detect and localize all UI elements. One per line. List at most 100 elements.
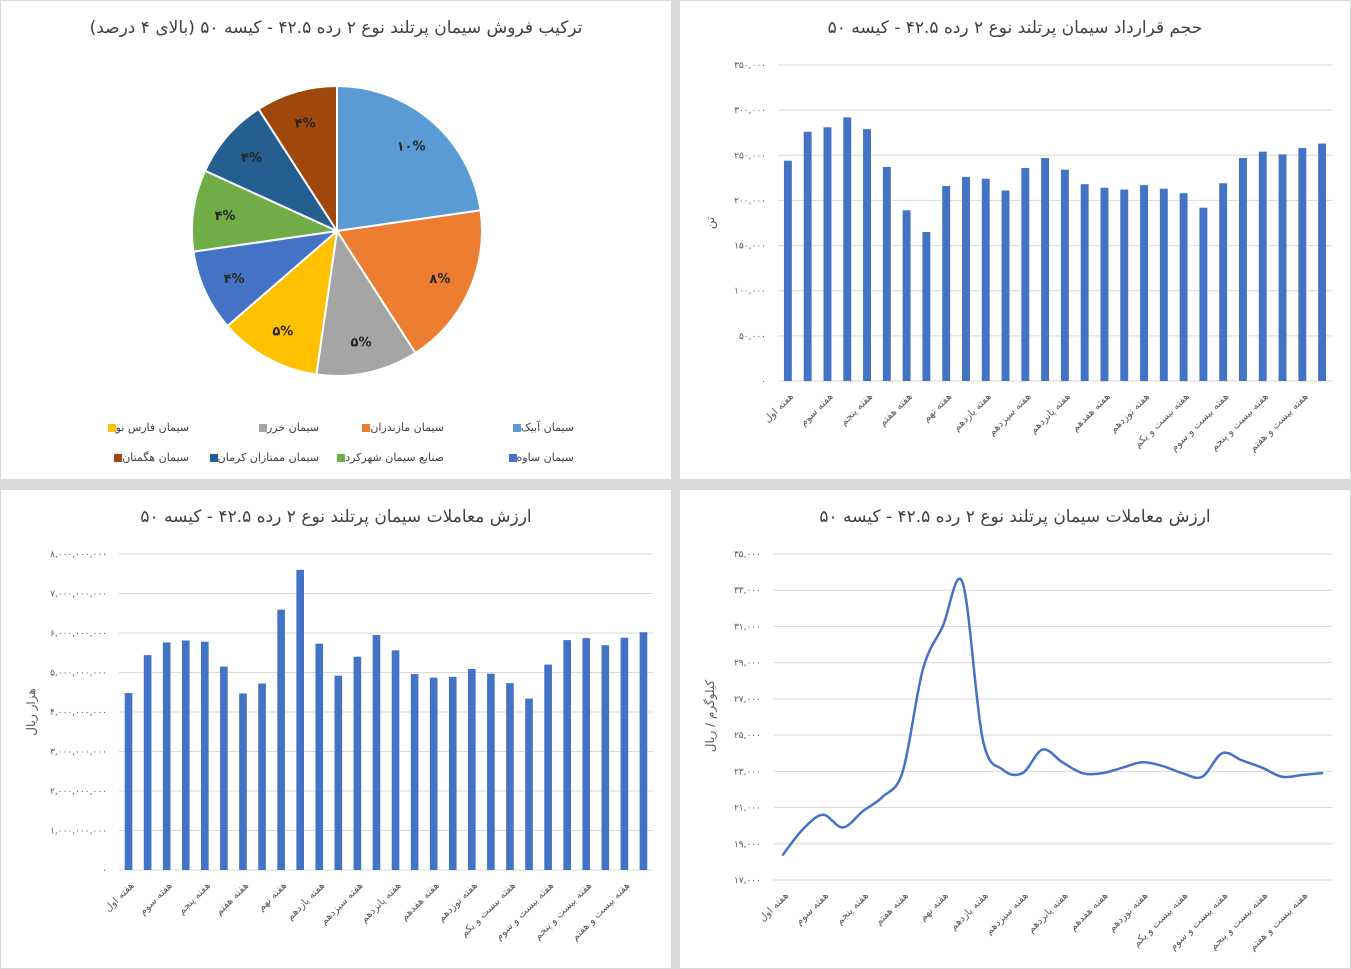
- bar: [843, 117, 852, 381]
- bar: [334, 675, 343, 870]
- bar: [468, 668, 476, 870]
- y-tick-label: ۴,۰۰۰,۰۰۰,۰۰۰: [50, 708, 107, 718]
- legend-label: سیمان فارس نو: [115, 421, 189, 434]
- bar: [1159, 188, 1168, 381]
- bar: [315, 643, 324, 870]
- x-tick-label: هفته اول: [757, 890, 791, 924]
- pie-data-label: ۸%: [429, 272, 450, 287]
- y-tick-label: ۱۷,۰۰۰: [734, 876, 761, 886]
- bar: [1100, 187, 1109, 381]
- pie-slice: [226, 228, 339, 376]
- bar: [410, 674, 419, 870]
- y-tick-label: ۱۰۰,۰۰۰: [734, 287, 766, 297]
- y-tick-label: ۵۰,۰۰۰: [739, 332, 766, 342]
- y-tick-label: ۳۳,۰۰۰: [734, 586, 761, 596]
- bar: [1318, 143, 1327, 381]
- bar: [162, 642, 171, 870]
- x-tick-label: هفته پنجم: [839, 391, 876, 428]
- pie-slice: [315, 228, 417, 377]
- y-tick-label: ۱۵۰,۰۰۰: [734, 242, 766, 252]
- pie-data-label: ۴%: [241, 151, 262, 166]
- y-tick-label: ۱,۰۰۰,۰۰۰,۰۰۰: [50, 827, 107, 837]
- pie-chart-panel: ترکیب فروش سیمان پرتلند نوع ۲ رده ۴۲.۵ -…: [0, 0, 672, 480]
- y-tick-label: ۰: [761, 377, 766, 387]
- x-tick-label: هفته پنجم: [176, 880, 213, 917]
- pie-data-label: ۱۰%: [397, 140, 426, 155]
- pie-data-label: ۵%: [351, 336, 372, 351]
- legend-label: صنایع سیمان شهرکرد: [345, 451, 444, 464]
- bar: [823, 127, 832, 381]
- bar: [544, 664, 552, 870]
- bar: [143, 655, 152, 870]
- bar: [239, 693, 247, 870]
- bar: [1041, 157, 1050, 381]
- legend-item: سیمان خزر: [253, 421, 319, 434]
- bar: [1239, 157, 1247, 381]
- x-tick-label: هفته سوم: [798, 391, 835, 428]
- legend-swatch: [508, 453, 517, 462]
- x-tick-label: هفته پانزدهم: [1026, 890, 1071, 935]
- legend-label: سیمان آبیک: [520, 421, 574, 434]
- legend-item: سیمان فارس نو: [102, 421, 189, 434]
- pie-slice: [335, 209, 483, 355]
- bar: [1060, 169, 1069, 381]
- price-chart-title: ارزش معاملات سیمان پرتلند نوع ۲ رده ۴۲.۵…: [819, 507, 1211, 527]
- legend-swatch: [362, 423, 371, 432]
- pie-slice: [257, 84, 338, 235]
- y-axis-label: تن: [703, 217, 718, 229]
- bar: [487, 673, 495, 870]
- x-tick-label: هفته نهم: [921, 391, 954, 424]
- x-tick-label: هفته هفتم: [877, 391, 914, 428]
- y-tick-label: ۸,۰۰۰,۰۰۰,۰۰۰: [50, 550, 107, 560]
- y-axis-label: هزار ریال: [24, 688, 39, 735]
- bar: [1179, 193, 1188, 381]
- legend-swatch: [512, 423, 521, 432]
- value-chart-panel: ارزش معاملات سیمان پرتلند نوع ۲ رده ۴۲.۵…: [0, 489, 672, 969]
- bar: [1080, 184, 1089, 381]
- bar: [506, 683, 514, 870]
- pie-chart-title: ترکیب فروش سیمان پرتلند نوع ۲ رده ۴۲.۵ -…: [89, 18, 583, 38]
- volume-bar-chart: ۰ ۵۰,۰۰۰ ۱۰۰,۰۰۰ ۱۵۰,۰۰۰ ۲۰۰,۰۰۰ ۲۵۰,۰۰۰ ۳۰۰,۰…: [703, 61, 1332, 454]
- legend-swatch: [258, 423, 267, 432]
- bar: [1258, 151, 1267, 381]
- bar: [582, 638, 591, 870]
- x-tick-label: هفته هفدهم: [1070, 391, 1113, 434]
- x-tick-label: هفته یازدهم: [951, 391, 993, 433]
- x-tick-label: هفته پانزدهم: [359, 880, 404, 925]
- y-tick-label: ۱۹,۰۰۰: [734, 840, 761, 850]
- bar: [620, 637, 629, 870]
- pie-legend: سیمان آبیک سیمان مازندران سیمان خزر سیمان ف…: [1, 413, 673, 473]
- y-tick-label: ۲۳,۰۰۰: [734, 767, 761, 777]
- x-tick-label: هفته سوم: [138, 880, 175, 917]
- bar: [124, 693, 133, 870]
- y-tick-label: ۳۵۰,۰۰۰: [734, 61, 766, 71]
- pie-chart: ۱۰% ۸% ۵% ۵% ۴% ۴% ۴% ۴%: [191, 84, 483, 377]
- bar: [201, 641, 209, 870]
- bar: [1140, 185, 1148, 381]
- bar: [882, 167, 891, 381]
- value-bar-chart: ۰ ۱,۰۰۰,۰۰۰,۰۰۰ ۲,۰۰۰,۰۰۰,۰۰۰ ۳,۰۰۰,۰۰۰,۰۰۰…: [24, 550, 653, 943]
- y-tick-label: ۲۷,۰۰۰: [734, 695, 761, 705]
- pie-slice: [191, 169, 341, 253]
- bar: [981, 178, 990, 381]
- volume-chart-panel: حجم قرارداد سیمان پرتلند نوع ۲ رده ۴۲.۵ …: [679, 0, 1351, 480]
- bar: [922, 232, 931, 381]
- x-tick-label: هفته یازدهم: [948, 890, 990, 932]
- bar: [391, 650, 400, 870]
- y-tick-label: ۷,۰۰۰,۰۰۰,۰۰۰: [50, 590, 107, 600]
- pie-slice: [203, 107, 340, 234]
- bar: [1199, 207, 1208, 381]
- price-line: [781, 577, 1324, 856]
- bar: [1021, 167, 1030, 381]
- bar: [258, 683, 266, 870]
- pie-data-label: ۴%: [215, 209, 236, 224]
- y-tick-label: ۲,۰۰۰,۰۰۰,۰۰۰: [50, 787, 107, 797]
- pie-slice: [336, 84, 482, 233]
- legend-item: سیمان هگمتان: [108, 451, 189, 464]
- bar: [372, 634, 381, 870]
- pie-data-label: ۵%: [272, 324, 293, 339]
- legend-label: سیمان مازندران: [370, 421, 444, 434]
- bar: [448, 676, 457, 870]
- legend-item: صنایع سیمان شهرکرد: [331, 451, 444, 464]
- bar: [1001, 190, 1010, 381]
